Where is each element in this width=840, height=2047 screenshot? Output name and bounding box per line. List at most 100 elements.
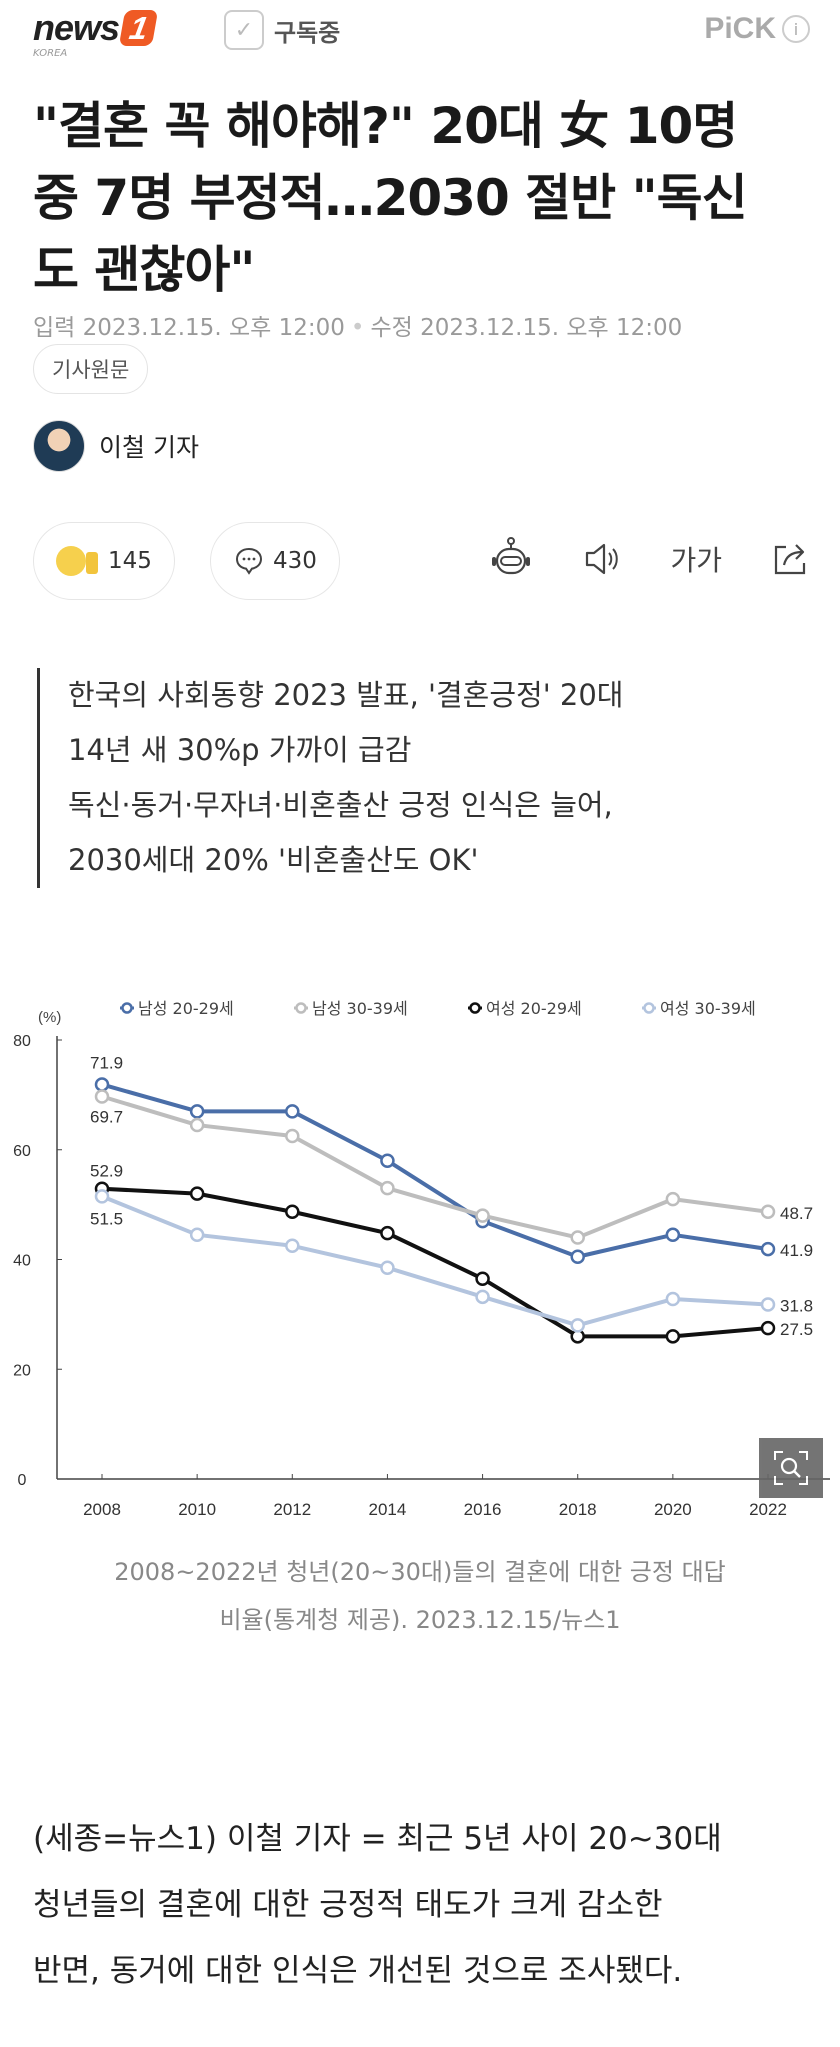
author-name[interactable]: 이철 기자 <box>99 433 199 462</box>
data-point <box>380 1260 395 1275</box>
zoom-icon <box>774 1451 808 1485</box>
author[interactable]: 이철 기자 <box>33 420 199 472</box>
title-line: 중 7명 부정적…2030 절반 "독신 <box>33 169 748 227</box>
data-point <box>285 1204 300 1220</box>
series-line <box>101 1094 769 1240</box>
data-point <box>570 1230 585 1245</box>
title-line: "결혼 꼭 해야해?" 20대 女 10명 <box>33 97 738 155</box>
data-label: 41.9 <box>780 1241 813 1260</box>
logo-text: news <box>33 7 120 48</box>
data-point <box>760 1297 776 1312</box>
check-icon: ✓ <box>224 10 264 50</box>
legend-marker <box>643 1002 655 1014</box>
marriage-attitude-line-chart[interactable]: (%) 0 20 40 60 80 2008 2010 2012 2014 2016 2018 2020… <box>0 998 840 1528</box>
x-tick-label: 2016 <box>464 1500 502 1519</box>
data-point <box>189 1117 205 1133</box>
data-point <box>665 1191 681 1207</box>
share-icon[interactable] <box>770 539 810 579</box>
reaction-button[interactable]: 145 <box>33 522 175 600</box>
info-icon[interactable]: i <box>782 15 810 43</box>
news1-logo[interactable]: news 1 KOREA <box>33 7 159 59</box>
summary-line: 한국의 사회동향 2023 발표, '결혼긍정' 20대 <box>68 678 624 712</box>
series-line <box>101 1186 769 1339</box>
y-tick-label: 20 <box>13 1362 31 1379</box>
pick-label: PiCK <box>704 12 776 45</box>
summary-line: 14년 새 30%p 가까이 급감 <box>68 733 412 767</box>
x-tick-label: 2020 <box>654 1500 692 1519</box>
data-point <box>760 1204 776 1220</box>
comment-button[interactable]: 430 <box>210 522 340 600</box>
data-point <box>570 1249 585 1265</box>
logo-sub: KOREA <box>33 48 68 59</box>
data-point <box>475 1271 490 1286</box>
robot-summary-icon[interactable] <box>488 536 534 582</box>
data-point <box>380 1153 395 1168</box>
y-tick-label: 80 <box>13 1033 31 1050</box>
logo-number: 1 <box>118 10 159 46</box>
data-point <box>189 1227 205 1243</box>
pick-badge[interactable]: PiCK i <box>704 12 810 46</box>
data-point <box>94 1089 110 1104</box>
summary-line: 2030세대 20% '비혼출산도 OK' <box>68 843 479 877</box>
legend-label: 남성 30-39세 <box>312 999 408 1018</box>
series-line <box>101 1082 769 1259</box>
input-date: 입력 2023.12.15. 오후 12:00 <box>33 315 345 341</box>
data-point <box>665 1227 681 1243</box>
y-tick-label: 60 <box>13 1143 31 1160</box>
legend-marker <box>295 1002 307 1014</box>
x-tick-label: 2014 <box>369 1500 407 1519</box>
data-point <box>189 1186 205 1201</box>
article-tools: 가가 <box>488 536 810 582</box>
data-label: 51.5 <box>90 1209 123 1228</box>
data-label: 69.7 <box>90 1108 123 1127</box>
data-point <box>189 1104 205 1119</box>
y-axis-unit: (%) <box>38 1009 61 1026</box>
x-tick-label: 2022 <box>749 1500 787 1519</box>
legend-label: 여성 30-39세 <box>660 999 756 1018</box>
series-line <box>101 1194 769 1328</box>
speaker-icon[interactable] <box>582 539 622 579</box>
data-point <box>380 1225 395 1241</box>
body-line: 청년들의 결혼에 대한 긍정적 태도가 크게 감소한 <box>33 1887 663 1923</box>
x-tick-label: 2008 <box>83 1500 121 1519</box>
data-point <box>760 1241 776 1257</box>
reaction-count: 145 <box>108 548 152 574</box>
title-line: 도 괜찮아" <box>33 241 255 299</box>
data-point <box>380 1180 395 1196</box>
legend-label: 남성 20-29세 <box>138 999 234 1018</box>
data-label: 52.9 <box>90 1162 123 1181</box>
legend-label: 여성 20-29세 <box>486 999 582 1018</box>
modified-date: 수정 2023.12.15. 오후 12:00 <box>370 315 683 341</box>
article-dates: 입력 2023.12.15. 오후 12:00 • 수정 2023.12.15. 오… <box>33 308 682 342</box>
comment-icon <box>235 547 263 575</box>
summary-line: 독신·동거·무자녀·비혼출산 긍정 인식은 늘어, <box>68 788 613 822</box>
image-zoom-button[interactable] <box>759 1438 823 1498</box>
data-point <box>665 1329 681 1344</box>
comment-count: 430 <box>273 548 317 574</box>
font-size-button[interactable]: 가가 <box>670 544 722 577</box>
data-point <box>475 1289 490 1305</box>
article-body: (세종=뉴스1) 이철 기자 = 최근 5년 사이 20~30대 청년들의 결혼… <box>33 1806 722 2004</box>
legend-marker <box>121 1002 133 1014</box>
data-label: 27.5 <box>780 1320 813 1339</box>
original-article-button[interactable]: 기사원문 <box>33 344 149 394</box>
separator-dot: • <box>350 315 365 341</box>
article-summary: 한국의 사회동향 2023 발표, '결혼긍정' 20대 14년 새 30%p … <box>37 668 623 888</box>
caption-line: 비율(통계청 제공). 2023.12.15/뉴스1 <box>219 1606 621 1634</box>
data-point <box>285 1128 300 1144</box>
data-point <box>285 1104 300 1119</box>
data-point <box>475 1208 490 1223</box>
subscribe-button[interactable]: ✓ 구독중 <box>224 10 340 50</box>
subscribe-label: 구독중 <box>274 18 341 47</box>
caption-line: 2008~2022년 청년(20~30대)들의 결혼에 대한 긍정 대답 <box>114 1558 726 1586</box>
x-tick-label: 2010 <box>178 1500 216 1519</box>
body-line: 반면, 동거에 대한 인식은 개선된 것으로 조사됐다. <box>33 1953 683 1989</box>
data-point <box>94 1077 110 1092</box>
data-point <box>285 1238 300 1254</box>
data-label: 71.9 <box>90 1053 123 1072</box>
body-line: (세종=뉴스1) 이철 기자 = 최근 5년 사이 20~30대 <box>33 1821 722 1857</box>
data-label: 31.8 <box>780 1296 813 1315</box>
avatar[interactable] <box>33 420 85 472</box>
data-label: 48.7 <box>780 1204 813 1223</box>
x-tick-label: 2012 <box>273 1500 311 1519</box>
